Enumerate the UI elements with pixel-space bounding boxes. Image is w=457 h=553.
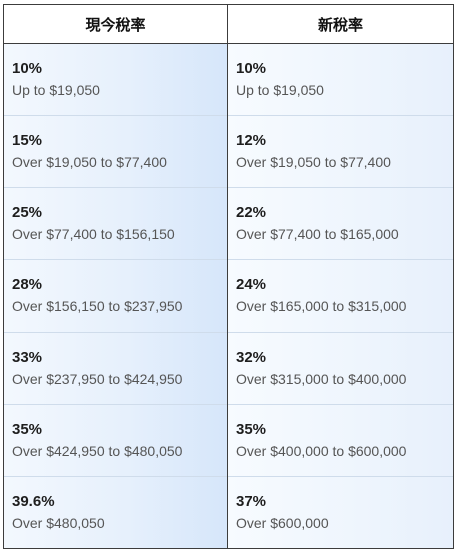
bracket-range: Over $156,150 to $237,950: [12, 298, 183, 315]
bracket-range: Over $237,950 to $424,950: [12, 370, 183, 387]
bracket-range: Over $19,050 to $77,400: [12, 154, 167, 171]
table-header-row: 現今稅率 新稅率: [4, 5, 453, 44]
bracket-range: Over $315,000 to $400,000: [236, 370, 407, 387]
current-bracket-cell: 25% Over $77,400 to $156,150: [4, 188, 227, 261]
bracket-rate: 39.6%: [12, 492, 55, 510]
current-bracket-cell: 39.6% Over $480,050: [4, 477, 227, 548]
bracket-range: Over $600,000: [236, 514, 329, 531]
new-bracket-cell: 35% Over $400,000 to $600,000: [228, 405, 453, 477]
new-bracket-cell: 32% Over $315,000 to $400,000: [228, 333, 453, 405]
new-bracket-cell: 10% Up to $19,050: [228, 44, 453, 117]
bracket-rate: 25%: [12, 204, 43, 222]
bracket-range: Over $400,000 to $600,000: [236, 442, 407, 459]
bracket-range: Over $77,400 to $156,150: [12, 226, 175, 243]
bracket-rate: 35%: [236, 420, 267, 438]
bracket-rate: 28%: [12, 276, 43, 294]
current-bracket-cell: 28% Over $156,150 to $237,950: [4, 260, 227, 333]
bracket-range: Over $165,000 to $315,000: [236, 298, 407, 315]
new-bracket-cell: 22% Over $77,400 to $165,000: [228, 188, 453, 261]
current-bracket-cell: 33% Over $237,950 to $424,950: [4, 333, 227, 405]
bracket-rate: 10%: [12, 60, 43, 78]
new-rates-header: 新稅率: [317, 15, 363, 34]
bracket-range: Over $19,050 to $77,400: [236, 154, 391, 171]
bracket-rate: 15%: [12, 132, 43, 150]
bracket-rate: 10%: [236, 60, 267, 78]
bracket-rate: 32%: [236, 348, 267, 366]
bracket-range: Up to $19,050: [12, 82, 100, 99]
new-bracket-cell: 37% Over $600,000: [228, 477, 453, 548]
tax-rate-comparison-table: 現今稅率 新稅率 10% Up to $19,050 15% Over $19,…: [3, 4, 454, 549]
bracket-rate: 12%: [236, 132, 267, 150]
bracket-rate: 37%: [236, 492, 267, 510]
bracket-rate: 33%: [12, 348, 43, 366]
new-bracket-cell: 24% Over $165,000 to $315,000: [228, 260, 453, 333]
table-body: 10% Up to $19,050 15% Over $19,050 to $7…: [4, 44, 453, 548]
current-bracket-cell: 15% Over $19,050 to $77,400: [4, 116, 227, 189]
current-bracket-cell: 35% Over $424,950 to $480,050: [4, 405, 227, 477]
bracket-rate: 35%: [12, 420, 43, 438]
bracket-rate: 24%: [236, 276, 267, 294]
current-rates-column: 10% Up to $19,050 15% Over $19,050 to $7…: [4, 44, 228, 548]
bracket-range: Up to $19,050: [236, 82, 324, 99]
new-rates-column: 10% Up to $19,050 12% Over $19,050 to $7…: [228, 44, 453, 548]
current-rates-header: 現今稅率: [4, 5, 228, 43]
new-bracket-cell: 12% Over $19,050 to $77,400: [228, 116, 453, 189]
bracket-range: Over $77,400 to $165,000: [236, 226, 399, 243]
bracket-range: Over $480,050: [12, 514, 105, 531]
bracket-range: Over $424,950 to $480,050: [12, 442, 183, 459]
bracket-rate: 22%: [236, 204, 267, 222]
current-bracket-cell: 10% Up to $19,050: [4, 44, 227, 117]
